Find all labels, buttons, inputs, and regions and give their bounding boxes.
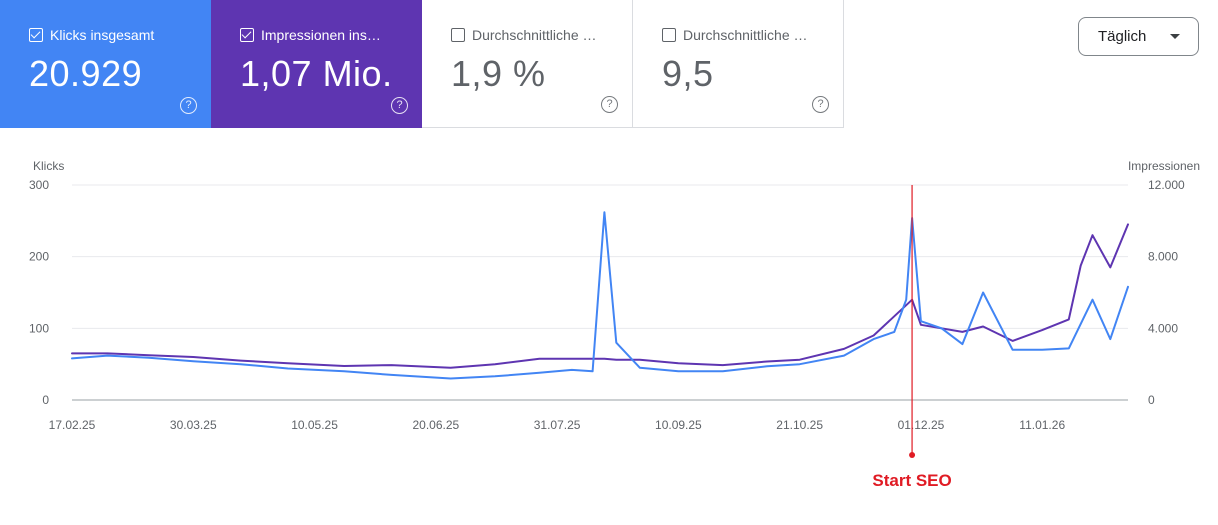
y-axis-label-right: Impressionen: [1128, 159, 1200, 173]
annotation-dot: [909, 452, 916, 458]
x-tick-label: 20.06.25: [412, 418, 459, 432]
x-tick-label: 10.05.25: [291, 418, 338, 432]
help-icon[interactable]: ?: [601, 96, 618, 113]
metric-card-header: Impressionen ins…: [240, 27, 422, 43]
chart-gridlines: [72, 184, 1128, 401]
x-tick-label: 21.10.25: [776, 418, 823, 432]
metric-label: Durchschnittliche …: [472, 27, 597, 43]
y-tick-label-right: 0: [1148, 393, 1155, 407]
series-line-impressions: [71, 223, 1129, 369]
y-tick-label-right: 12.000: [1148, 178, 1185, 192]
chart-series: [71, 211, 1129, 380]
help-icon[interactable]: ?: [812, 96, 829, 113]
help-icon[interactable]: ?: [180, 97, 197, 114]
metric-label: Impressionen ins…: [261, 27, 381, 43]
checkbox-unchecked-icon[interactable]: [451, 28, 465, 42]
x-tick-label: 01.12.25: [898, 418, 945, 432]
series-line-clicks: [71, 211, 1129, 380]
y-axis-label-left: Klicks: [33, 159, 64, 173]
y-ticks-left: 0 100 200 300: [29, 178, 49, 407]
metric-card-header: Durchschnittliche …: [451, 27, 632, 43]
start-seo-annotation: Start SEO: [872, 185, 952, 490]
metric-value: 1,07 Mio.: [240, 53, 393, 94]
metric-card-impressions[interactable]: Impressionen ins… 1,07 Mio. ?: [211, 0, 422, 128]
y-tick-label-right: 4.000: [1148, 321, 1178, 335]
y-tick-label-left: 200: [29, 250, 49, 264]
x-tick-label: 11.01.26: [1019, 418, 1065, 432]
y-tick-label-left: 100: [29, 321, 49, 335]
metric-card-clicks[interactable]: Klicks insgesamt 20.929 ?: [0, 0, 211, 128]
metric-value: 20.929: [29, 53, 143, 94]
x-ticks: 17.02.25 30.03.25 10.05.25 20.06.25 31.07.25…: [49, 418, 1066, 432]
y-tick-label-right: 8.000: [1148, 250, 1178, 264]
x-tick-label: 10.09.25: [655, 418, 702, 432]
metric-card-header: Durchschnittliche …: [662, 27, 843, 43]
metric-card-header: Klicks insgesamt: [29, 27, 211, 43]
period-dropdown[interactable]: Täglich: [1078, 17, 1199, 56]
annotation-label: Start SEO: [872, 471, 951, 490]
metric-cards: Klicks insgesamt 20.929 ? Impressionen i…: [0, 0, 844, 128]
metric-card-position[interactable]: Durchschnittliche … 9,5 ?: [633, 0, 844, 128]
y-ticks-right: 0 4.000 8.000 12.000: [1148, 178, 1185, 407]
checkbox-checked-icon[interactable]: [29, 28, 43, 42]
caret-down-icon: [1170, 34, 1180, 39]
y-tick-label-left: 0: [42, 393, 49, 407]
metric-value: 1,9 %: [451, 53, 546, 94]
x-tick-label: 31.07.25: [534, 418, 581, 432]
performance-chart: Klicks Impressionen 0 100 200 300 0 4.000 8.0…: [29, 159, 1200, 490]
x-tick-label: 30.03.25: [170, 418, 217, 432]
checkbox-unchecked-icon[interactable]: [662, 28, 676, 42]
metric-label: Durchschnittliche …: [683, 27, 808, 43]
help-icon[interactable]: ?: [391, 97, 408, 114]
metric-value: 9,5: [662, 53, 714, 94]
checkbox-checked-icon[interactable]: [240, 28, 254, 42]
x-tick-label: 17.02.25: [49, 418, 96, 432]
y-tick-label-left: 300: [29, 178, 49, 192]
metric-label: Klicks insgesamt: [50, 27, 155, 43]
period-dropdown-label: Täglich: [1098, 28, 1147, 45]
metric-card-ctr[interactable]: Durchschnittliche … 1,9 % ?: [422, 0, 633, 128]
